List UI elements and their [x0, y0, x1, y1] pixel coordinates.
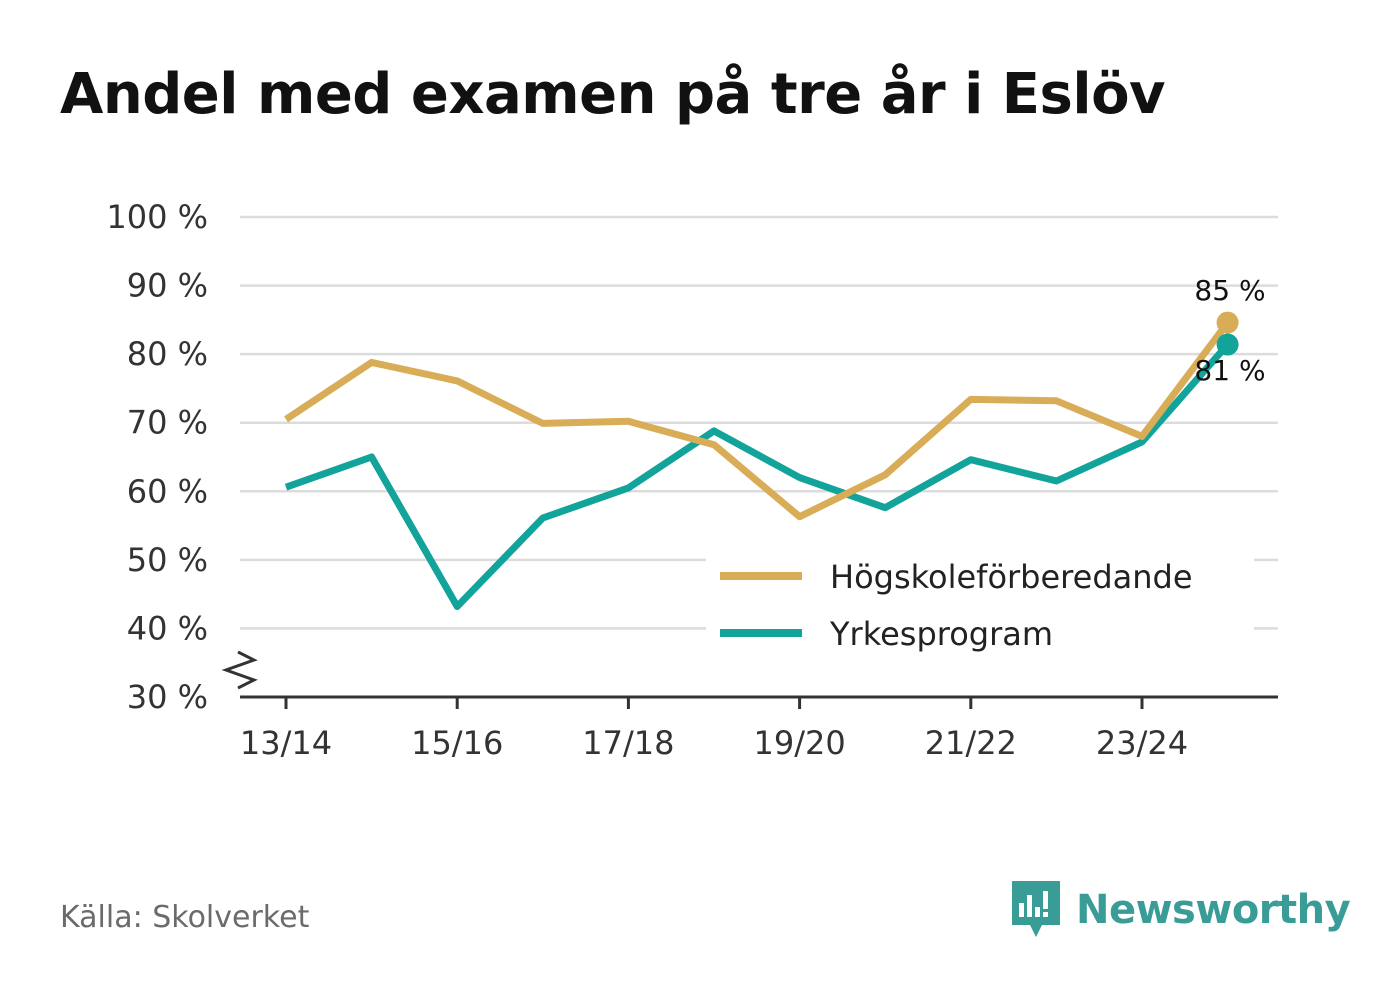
end-point-hogskoleforberedande [1216, 311, 1239, 334]
brand-logo: Newsworthy [1010, 878, 1351, 942]
series-lines [284, 320, 1231, 610]
legend-label-hogskoleforberedande: Högskoleförberedande [830, 558, 1193, 596]
x-tick-label-17-18: 17/18 [582, 724, 674, 762]
brand-name: Newsworthy [1076, 887, 1351, 933]
x-tick-label-15-16: 15/16 [411, 724, 503, 762]
end-label-yrkesprogram: 81 % [1194, 354, 1265, 387]
x-tick-label-21-22: 21/22 [925, 724, 1017, 762]
newsworthy-logo-icon [1012, 881, 1060, 937]
y-tick-label-30: 30 % [127, 678, 208, 716]
end-labels: 85 % 81 % [1194, 274, 1265, 387]
series-line-yrkesprogram [284, 342, 1231, 610]
x-tick-label-19-20: 19/20 [753, 724, 845, 762]
y-tick-label-60: 60 % [127, 472, 208, 510]
y-tick-label-70: 70 % [127, 404, 208, 442]
y-tick-label-80: 80 % [127, 335, 208, 373]
series-line-hogskoleforberedande [284, 320, 1231, 521]
source-note: Källa: Skolverket [60, 900, 310, 935]
y-tick-label-50: 50 % [127, 541, 208, 579]
y-axis-ticks: 30 % 40 % 50 % 60 % 70 % 80 % 90 % 100 % [106, 198, 208, 716]
end-points [1216, 311, 1239, 356]
end-label-hogskoleforberedande: 85 % [1194, 274, 1265, 307]
x-tick-label-13-14: 13/14 [240, 724, 332, 762]
y-tick-label-90: 90 % [127, 267, 208, 305]
y-tick-label-100: 100 % [106, 198, 208, 236]
end-point-yrkesprogram [1216, 333, 1239, 356]
chart-title: Andel med examen på tre år i Eslöv [60, 62, 1166, 127]
x-axis-ticks: 13/14 15/16 17/18 19/20 21/22 23/24 [240, 697, 1188, 762]
x-axis [221, 650, 1278, 699]
x-tick-label-23-24: 23/24 [1096, 724, 1188, 762]
y-tick-label-40: 40 % [127, 609, 208, 647]
axis-break-icon [221, 650, 258, 690]
legend-label-yrkesprogram: Yrkesprogram [829, 615, 1053, 653]
legend-background [706, 548, 1254, 660]
legend: Högskoleförberedande Yrkesprogram [706, 548, 1254, 660]
